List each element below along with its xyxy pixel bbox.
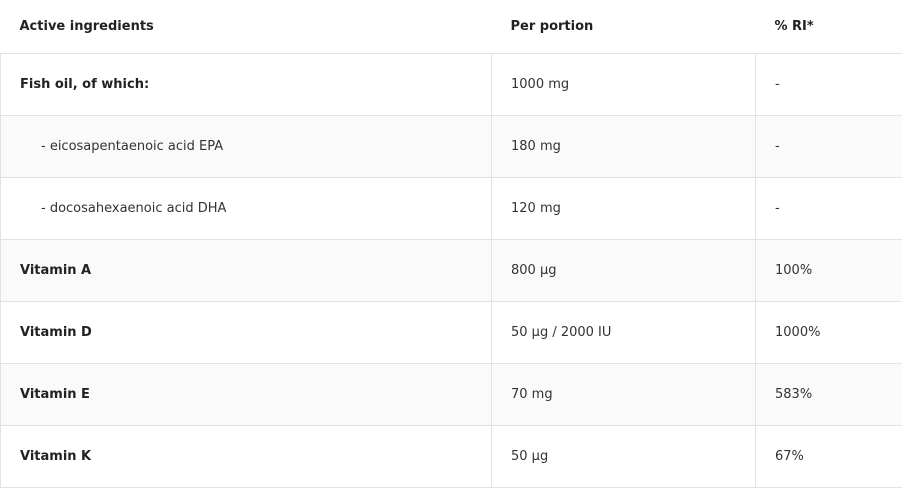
portion-value: 1000 mg — [492, 53, 756, 115]
portion-value: 50 µg — [492, 425, 756, 487]
portion-value: 180 mg — [492, 115, 756, 177]
ingredient-name: Fish oil, of which: — [1, 53, 492, 115]
ri-value: 100% — [756, 239, 902, 301]
portion-value: 120 mg — [492, 177, 756, 239]
ingredient-name: - eicosapentaenoic acid EPA — [1, 115, 492, 177]
header-per-portion: Per portion — [492, 0, 756, 53]
header-active-ingredients: Active ingredients — [1, 0, 492, 53]
portion-value: 70 mg — [492, 363, 756, 425]
ingredient-name: - docosahexaenoic acid DHA — [1, 177, 492, 239]
ingredient-name: Vitamin E — [1, 363, 492, 425]
ingredient-name: Vitamin K — [1, 425, 492, 487]
portion-value: 800 µg — [492, 239, 756, 301]
header-ri: % RI* — [756, 0, 902, 53]
portion-value: 50 µg / 2000 IU — [492, 301, 756, 363]
ri-value: 583% — [756, 363, 902, 425]
header-row: Active ingredients Per portion % RI* — [1, 0, 902, 53]
ri-value: - — [756, 115, 902, 177]
ri-value: - — [756, 177, 902, 239]
ri-value: 67% — [756, 425, 902, 487]
ingredient-name: Vitamin A — [1, 239, 492, 301]
ingredient-name: Vitamin D — [1, 301, 492, 363]
ri-value: 1000% — [756, 301, 902, 363]
table-row: Fish oil, of which:1000 mg- — [1, 53, 902, 115]
ri-value: - — [756, 53, 902, 115]
